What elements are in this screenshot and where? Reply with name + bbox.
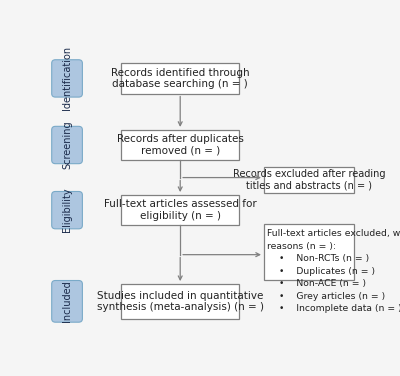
Text: Full-text articles excluded, with
reasons (n = ):
    •    Non-RCTs (n = )
    •: Full-text articles excluded, with reason… xyxy=(267,229,400,313)
FancyBboxPatch shape xyxy=(52,126,82,164)
FancyBboxPatch shape xyxy=(264,167,354,193)
FancyBboxPatch shape xyxy=(121,63,239,94)
FancyBboxPatch shape xyxy=(52,280,82,322)
FancyBboxPatch shape xyxy=(52,60,82,97)
Text: Records identified through
database searching (n = ): Records identified through database sear… xyxy=(111,68,250,89)
FancyBboxPatch shape xyxy=(121,195,239,225)
FancyBboxPatch shape xyxy=(264,224,354,280)
Text: Studies included in quantitative
synthesis (meta-analysis) (n = ): Studies included in quantitative synthes… xyxy=(97,291,264,312)
FancyBboxPatch shape xyxy=(121,130,239,160)
Text: Included: Included xyxy=(62,280,72,322)
Text: Full-text articles assessed for
eligibility (n = ): Full-text articles assessed for eligibil… xyxy=(104,199,256,221)
Text: Records excluded after reading
titles and abstracts (n = ): Records excluded after reading titles an… xyxy=(232,169,385,191)
Text: Eligibility: Eligibility xyxy=(62,188,72,232)
Text: Screening: Screening xyxy=(62,121,72,169)
FancyBboxPatch shape xyxy=(52,191,82,229)
Text: Records after duplicates
removed (n = ): Records after duplicates removed (n = ) xyxy=(117,134,244,156)
Text: Identification: Identification xyxy=(62,46,72,111)
FancyBboxPatch shape xyxy=(121,284,239,319)
